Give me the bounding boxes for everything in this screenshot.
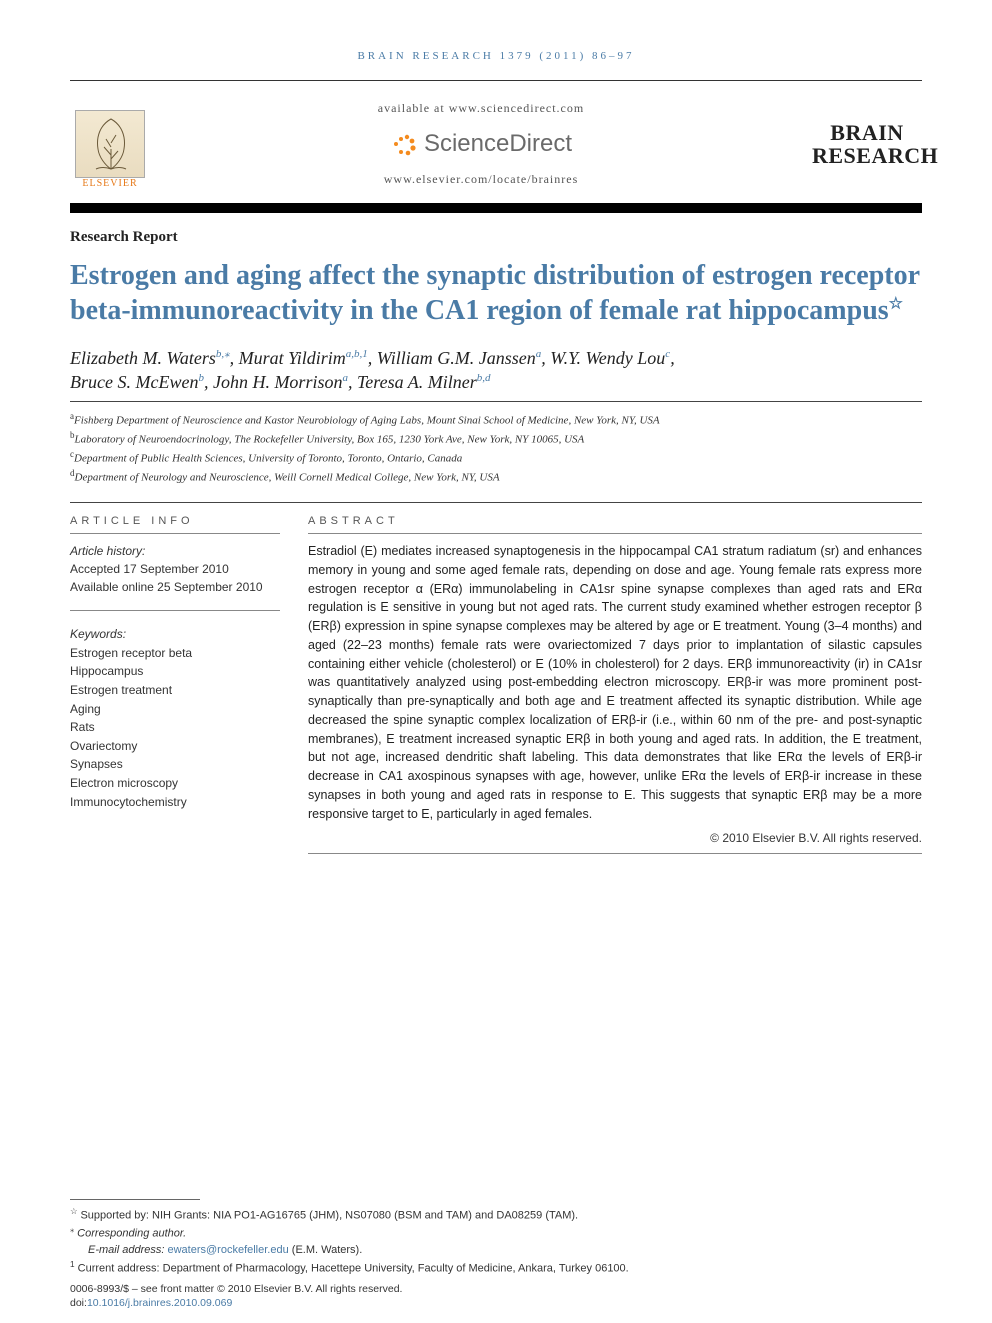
footnotes: ☆ Supported by: NIH Grants: NIA PO1-AG16… (70, 1199, 922, 1277)
header-band: ELSEVIER available at www.sciencedirect.… (70, 93, 922, 199)
footnote-current-address: 1 Current address: Department of Pharmac… (70, 1259, 922, 1277)
article-type: Research Report (70, 229, 922, 246)
funding-text: Supported by: NIH Grants: NIA PO1-AG1676… (77, 1210, 578, 1222)
affil-a: aFishberg Department of Neuroscience and… (70, 410, 922, 429)
footnote-rule (70, 1199, 200, 1200)
publisher-name: ELSEVIER (82, 178, 137, 189)
abstract-text: Estradiol (E) mediates increased synapto… (308, 542, 922, 823)
article-info-head: ARTICLE INFO (70, 515, 280, 527)
front-matter: 0006-8993/$ – see front matter © 2010 El… (70, 1282, 922, 1297)
author-7: , Teresa A. Milner (348, 372, 477, 392)
journal-url: www.elsevier.com/locate/brainres (150, 172, 812, 187)
keywords-block: Keywords: Estrogen receptor beta Hippoca… (70, 625, 280, 811)
keyword-8: Immunocytochemistry (70, 793, 280, 812)
mid-rule (70, 502, 922, 503)
corr-text: Corresponding author. (74, 1228, 186, 1240)
abstract-copyright: © 2010 Elsevier B.V. All rights reserved… (308, 831, 922, 845)
email-tail: (E.M. Waters). (289, 1244, 363, 1256)
email-label: E-mail address: (88, 1244, 167, 1256)
doi-link[interactable]: 10.1016/j.brainres.2010.09.069 (87, 1297, 232, 1309)
email-link[interactable]: ewaters@rockefeller.edu (167, 1244, 288, 1256)
affil-c: cDepartment of Public Health Sciences, U… (70, 448, 922, 467)
abstract-bottom-rule (308, 853, 922, 854)
abstract-head: ABSTRACT (308, 515, 922, 527)
keyword-4: Rats (70, 718, 280, 737)
footer-meta: 0006-8993/$ – see front matter © 2010 El… (70, 1282, 922, 1311)
author-4-affil[interactable]: c (665, 348, 670, 360)
abstract-col: ABSTRACT Estradiol (E) mediates increase… (308, 515, 922, 862)
sciencedirect-logo: ScienceDirect (390, 130, 572, 158)
journal-name-line1: BRAIN (812, 121, 922, 144)
affiliations: aFishberg Department of Neuroscience and… (70, 410, 922, 487)
author-7-affil[interactable]: b,d (477, 372, 491, 384)
history-label: Article history: (70, 542, 280, 560)
footnote-corresponding: ⁎ Corresponding author. (70, 1224, 922, 1242)
running-head: BRAIN RESEARCH 1379 (2011) 86–97 (70, 50, 922, 62)
sciencedirect-swirl-icon (390, 130, 418, 158)
keyword-0: Estrogen receptor beta (70, 644, 280, 663)
author-2: , Murat Yildirim (230, 348, 346, 368)
affil-c-text: Department of Public Health Sciences, Un… (74, 453, 462, 465)
elsevier-tree-icon (75, 110, 145, 178)
sciencedirect-text: ScienceDirect (424, 130, 572, 158)
article-info-col: ARTICLE INFO Article history: Accepted 1… (70, 515, 280, 862)
journal-name-line2: RESEARCH (812, 144, 922, 167)
keyword-1: Hippocampus (70, 662, 280, 681)
accepted-date: Accepted 17 September 2010 (70, 560, 280, 578)
thick-rule (70, 203, 922, 213)
doi-label: doi: (70, 1297, 87, 1309)
title-text: Estrogen and aging affect the synaptic d… (70, 260, 920, 326)
footnote-email: E-mail address: ewaters@rockefeller.edu … (70, 1242, 922, 1259)
author-2-affil[interactable]: a,b,1 (346, 348, 368, 360)
keyword-6: Synapses (70, 755, 280, 774)
elsevier-logo: ELSEVIER (70, 99, 150, 189)
keyword-7: Electron microscopy (70, 774, 280, 793)
keywords-rule (70, 610, 280, 611)
article-history: Article history: Accepted 17 September 2… (70, 542, 280, 596)
affil-b: bLaboratory of Neuroendocrinology, The R… (70, 429, 922, 448)
affil-b-text: Laboratory of Neuroendocrinology, The Ro… (75, 433, 585, 445)
author-4: , W.Y. Wendy Lou (541, 348, 665, 368)
author-5: Bruce S. McEwen (70, 372, 198, 392)
online-date: Available online 25 September 2010 (70, 578, 280, 596)
authors: Elizabeth M. Watersb,⁎, Murat Yildirima,… (70, 346, 922, 395)
keyword-3: Aging (70, 700, 280, 719)
title-footnote-star[interactable]: ☆ (889, 296, 903, 313)
article-title: Estrogen and aging affect the synaptic d… (70, 258, 922, 328)
doi-line: doi:10.1016/j.brainres.2010.09.069 (70, 1296, 922, 1311)
author-1-affil[interactable]: b,⁎ (216, 348, 230, 360)
author-1: Elizabeth M. Waters (70, 348, 216, 368)
footnote-funding: ☆ Supported by: NIH Grants: NIA PO1-AG16… (70, 1206, 922, 1224)
keywords-label: Keywords: (70, 625, 280, 644)
author-3: , William G.M. Janssen (368, 348, 536, 368)
affil-d: dDepartment of Neurology and Neuroscienc… (70, 467, 922, 486)
keyword-2: Estrogen treatment (70, 681, 280, 700)
note1-text: Current address: Department of Pharmacol… (75, 1263, 629, 1275)
available-at: available at www.sciencedirect.com (150, 101, 812, 116)
article-info-rule (70, 533, 280, 534)
header-center: available at www.sciencedirect.com Scien… (150, 101, 812, 187)
abstract-rule (308, 533, 922, 534)
journal-logo: BRAIN RESEARCH (812, 121, 922, 167)
keyword-5: Ovariectomy (70, 737, 280, 756)
author-6: , John H. Morrison (204, 372, 343, 392)
authors-rule (70, 401, 922, 402)
info-abstract-row: ARTICLE INFO Article history: Accepted 1… (70, 515, 922, 862)
top-rule (70, 80, 922, 81)
affil-d-text: Department of Neurology and Neuroscience… (75, 472, 500, 484)
affil-a-text: Fishberg Department of Neuroscience and … (74, 414, 660, 426)
